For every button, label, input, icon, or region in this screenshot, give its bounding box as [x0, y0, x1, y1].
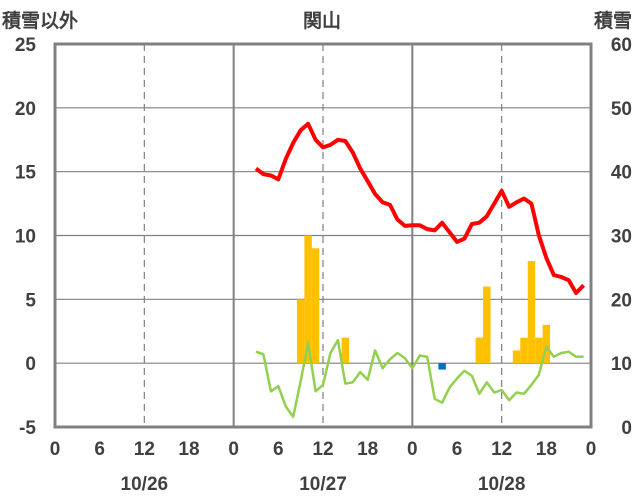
bar-precipitation: [542, 324, 551, 364]
bar-precipitation: [535, 337, 543, 364]
bar-snowfall_blue: [438, 363, 446, 370]
right-tick-label: 50: [611, 99, 632, 120]
left-tick-label: 10: [15, 227, 36, 248]
date-label: 10/27: [299, 474, 347, 495]
left-tick-label: 0: [25, 354, 36, 375]
x-tick-label: 0: [586, 439, 597, 460]
x-tick-label: 12: [312, 439, 333, 460]
left-axis-ticks: -5 0 5 10 15 20 25: [15, 35, 37, 439]
date-label: 10/28: [478, 474, 526, 495]
right-axis-label: 積雪: [594, 9, 632, 32]
chart-title: 関山: [303, 10, 341, 32]
x-tick-label: 18: [178, 439, 199, 460]
left-tick-label: -5: [19, 418, 36, 439]
right-tick-label: 40: [611, 163, 632, 184]
bar-precipitation: [475, 337, 484, 364]
bar-precipitation: [296, 299, 305, 364]
line-snow_depth: [254, 121, 586, 295]
line-temperature: [255, 338, 584, 419]
bar-series: [296, 235, 551, 370]
x-tick-label: 18: [357, 439, 378, 460]
gridlines: [55, 44, 591, 427]
x-tick-label: 6: [273, 439, 284, 460]
x-tick-label: 0: [50, 439, 61, 460]
bar-precipitation: [341, 337, 350, 364]
x-tick-label: 0: [228, 439, 239, 460]
left-tick-label: 5: [25, 290, 36, 311]
left-tick-label: 20: [15, 99, 36, 120]
bar-precipitation: [304, 235, 312, 364]
right-tick-label: 60: [611, 35, 632, 56]
x-tick-label: 0: [407, 439, 418, 460]
bar-precipitation: [512, 350, 521, 364]
x-tick-label: 12: [134, 439, 155, 460]
bar-precipitation: [527, 261, 536, 364]
bar-precipitation: [483, 286, 491, 364]
plot-frame: [53, 42, 593, 429]
x-tick-label: 6: [94, 439, 105, 460]
left-axis-label: 積雪以外: [2, 9, 78, 32]
right-tick-label: 0: [621, 418, 632, 439]
right-tick-label: 10: [611, 354, 632, 375]
bar-precipitation: [311, 248, 320, 364]
right-axis-ticks: 0 10 20 30 40 50 60: [611, 35, 632, 439]
right-tick-label: 20: [611, 290, 632, 311]
date-label: 10/26: [121, 474, 169, 495]
bar-precipitation: [520, 337, 528, 364]
x-tick-label: 6: [452, 439, 463, 460]
x-tick-label: 18: [536, 439, 557, 460]
x-tick-label: 12: [491, 439, 512, 460]
right-tick-label: 30: [611, 227, 632, 248]
x-axis-ticks: 0 6 12 18 0 6 12 18 0 6 12 18 0: [50, 439, 597, 460]
x-axis-dates: 10/26 10/27 10/28: [121, 474, 526, 495]
left-tick-label: 15: [15, 163, 37, 184]
left-tick-label: 25: [15, 35, 37, 56]
